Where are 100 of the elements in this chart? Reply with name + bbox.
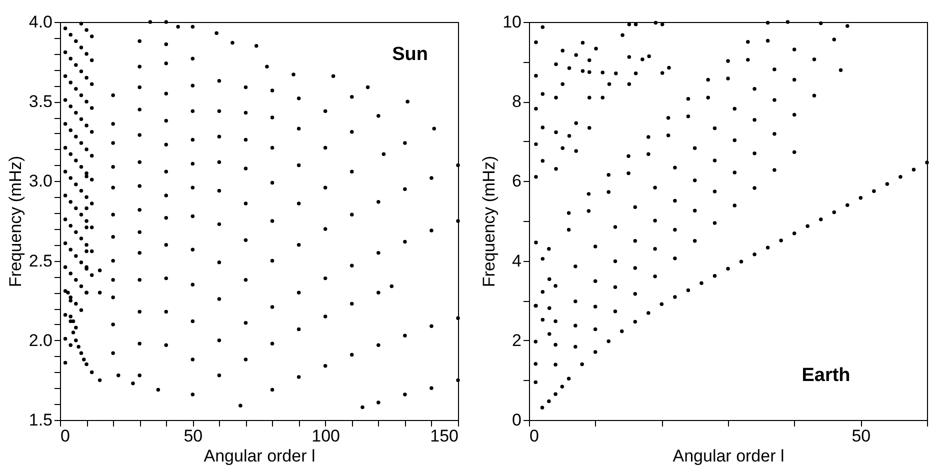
- annotation: Sun: [392, 44, 428, 65]
- y-tick-label: 1.5: [28, 410, 52, 430]
- point: [547, 332, 552, 336]
- point: [593, 244, 598, 248]
- point: [692, 146, 697, 150]
- y-axis-title: Frequency (mHz): [480, 156, 499, 288]
- point: [653, 246, 657, 251]
- point: [554, 319, 558, 324]
- point: [574, 53, 578, 57]
- point: [846, 24, 850, 28]
- point: [812, 58, 816, 62]
- y-axis-title: Frequency (mHz): [6, 156, 25, 288]
- y-tick-label: 0: [512, 410, 522, 430]
- point: [560, 384, 564, 388]
- point: [634, 22, 638, 26]
- point: [666, 116, 670, 120]
- point: [613, 309, 618, 314]
- point: [547, 306, 552, 310]
- point: [560, 82, 564, 86]
- x-tick-label: 100: [312, 426, 340, 446]
- point: [587, 70, 592, 74]
- point: [653, 274, 657, 278]
- x-axis-title: Angular order l: [672, 446, 784, 466]
- point: [534, 40, 538, 44]
- point: [540, 25, 545, 30]
- point: [586, 209, 591, 213]
- annotation: Earth: [802, 365, 850, 386]
- point: [627, 22, 632, 26]
- point: [786, 20, 790, 24]
- point: [633, 320, 638, 324]
- point: [540, 92, 545, 96]
- point: [766, 38, 770, 43]
- point: [566, 211, 571, 215]
- point: [806, 224, 810, 228]
- point: [574, 149, 578, 153]
- point: [838, 68, 843, 72]
- point: [712, 158, 717, 162]
- point: [534, 362, 538, 366]
- point: [580, 362, 584, 366]
- point: [574, 300, 578, 304]
- point: [534, 74, 538, 78]
- point: [547, 246, 551, 251]
- point: [534, 240, 538, 244]
- point: [606, 339, 610, 344]
- y-tick-label: 4: [512, 251, 522, 270]
- y-tick-label: 4.0: [28, 12, 52, 32]
- point: [739, 260, 744, 264]
- point: [818, 21, 823, 26]
- point: [634, 71, 638, 76]
- point: [593, 350, 598, 354]
- x-tick-label: 0: [60, 426, 70, 446]
- point: [654, 20, 658, 25]
- point: [640, 58, 644, 62]
- point: [540, 318, 545, 322]
- point: [626, 171, 630, 176]
- point: [772, 168, 776, 172]
- point: [627, 55, 632, 59]
- point: [712, 190, 717, 194]
- point: [846, 203, 850, 207]
- point: [700, 281, 704, 285]
- point: [752, 86, 756, 91]
- point: [779, 238, 783, 242]
- point: [587, 58, 592, 62]
- point: [732, 170, 737, 174]
- point: [726, 59, 730, 63]
- point: [560, 48, 564, 53]
- point: [686, 114, 690, 118]
- point: [567, 66, 572, 70]
- point: [660, 22, 664, 26]
- point: [818, 218, 823, 222]
- y-tick-label: 6: [512, 172, 522, 191]
- point: [633, 266, 638, 270]
- point: [766, 246, 770, 250]
- point: [613, 285, 618, 289]
- point: [627, 82, 632, 86]
- x-tick-label: 50: [184, 426, 203, 446]
- point: [912, 168, 916, 172]
- point: [792, 78, 796, 82]
- point: [547, 399, 551, 404]
- point: [660, 302, 664, 306]
- point: [646, 135, 650, 139]
- point: [772, 67, 776, 72]
- point: [633, 292, 638, 296]
- y-tick-label: 3.0: [28, 172, 52, 191]
- point: [593, 279, 598, 283]
- point: [832, 210, 836, 214]
- point: [540, 406, 544, 410]
- point: [620, 33, 624, 37]
- point: [686, 96, 690, 101]
- point: [712, 274, 717, 278]
- point: [587, 96, 592, 100]
- point: [925, 160, 929, 164]
- point: [792, 48, 796, 52]
- point: [540, 290, 545, 294]
- point: [653, 218, 657, 222]
- x-tick-label: 50: [852, 426, 871, 446]
- y-tick-label: 10: [502, 12, 522, 32]
- point: [752, 186, 756, 190]
- point: [626, 154, 630, 158]
- point: [752, 252, 756, 256]
